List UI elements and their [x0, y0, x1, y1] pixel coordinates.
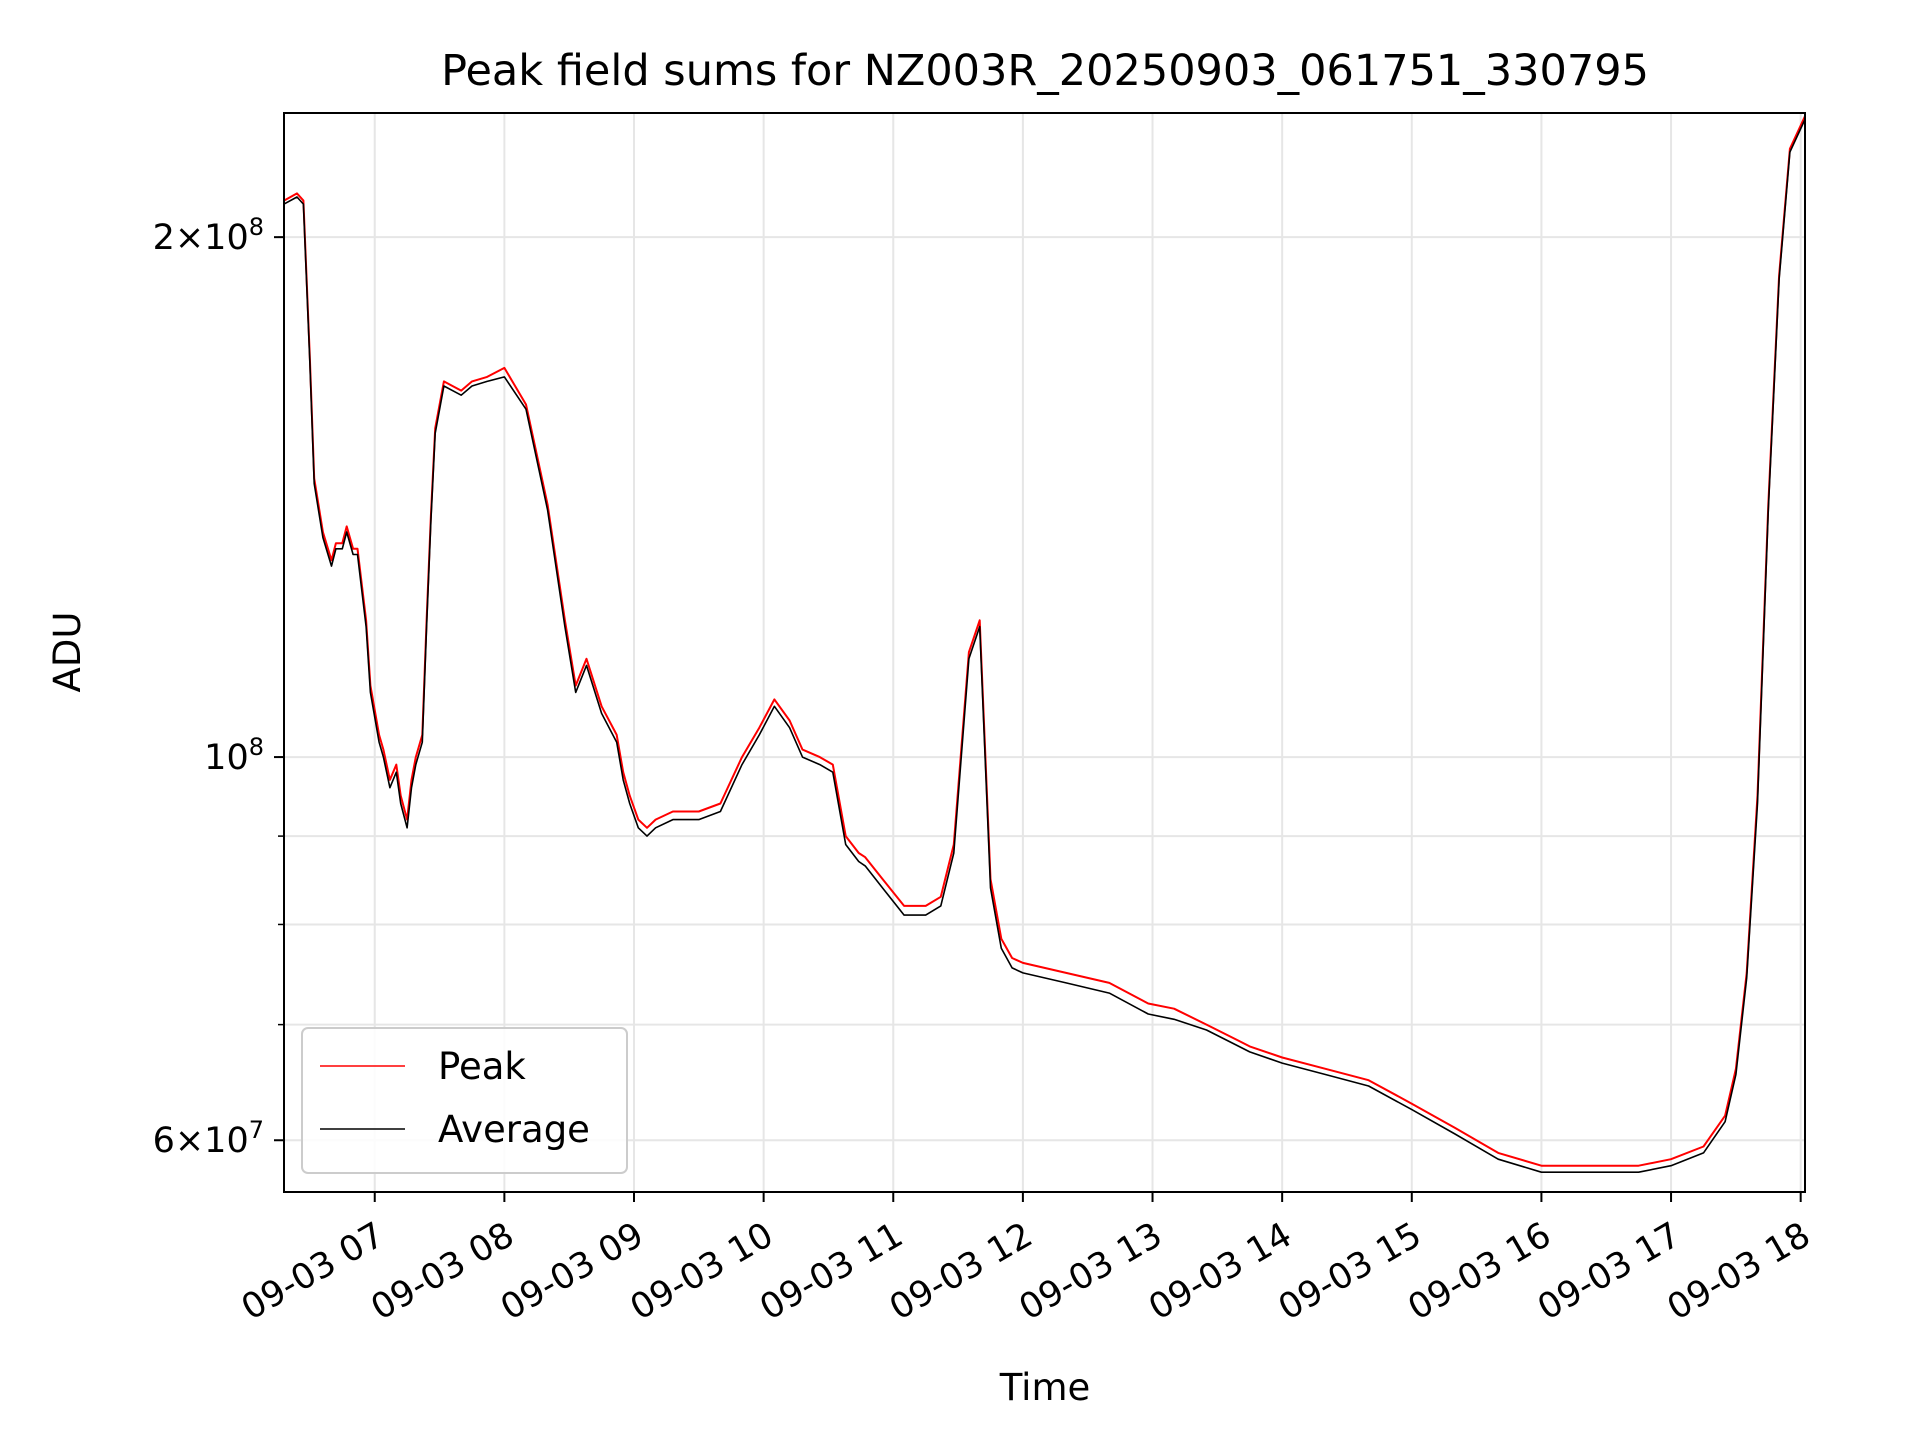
legend: Peak Average [301, 1027, 628, 1174]
series-line-average [283, 119, 1806, 1173]
plot-frame [283, 112, 1806, 1193]
y-axis-ticks: 2×108 108 6×107 [153, 213, 284, 1161]
series-lines [283, 115, 1806, 1173]
legend-label-peak: Peak [438, 1045, 526, 1088]
grid [284, 113, 1805, 1192]
y-tick-label: 6×107 [153, 1116, 264, 1161]
y-tick-label: 108 [204, 733, 264, 778]
chart-title: Peak field sums for NZ003R_20250903_0617… [441, 46, 1649, 96]
y-axis-title: ADU [46, 612, 89, 693]
y-tick-label: 2×108 [153, 213, 264, 258]
legend-box [301, 1027, 628, 1174]
legend-label-average: Average [438, 1108, 590, 1151]
series-line-peak [283, 115, 1806, 1167]
x-axis-title: Time [999, 1366, 1091, 1409]
